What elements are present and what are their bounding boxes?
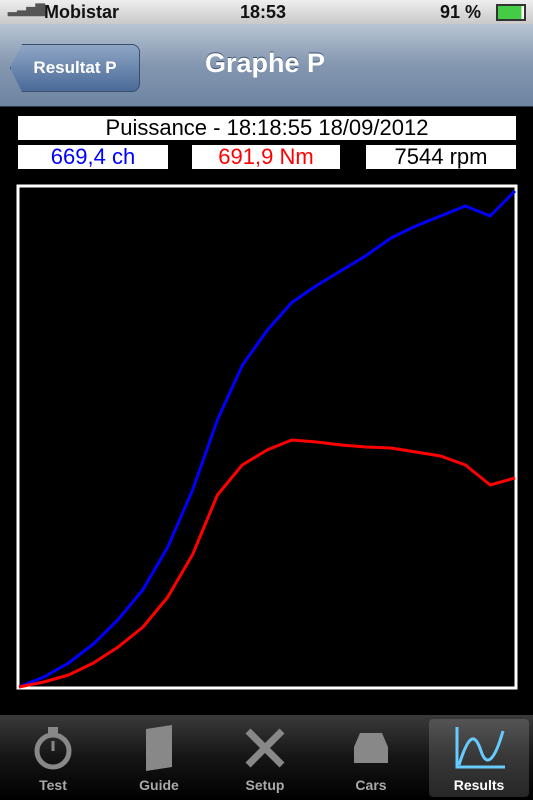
tab-setup[interactable]: Setup	[215, 719, 315, 797]
tab-guide[interactable]: Guide	[109, 719, 209, 797]
plot-frame	[16, 184, 518, 690]
navigation-bar: Resultat P Graphe P	[0, 24, 533, 107]
tab-cars[interactable]: Cars	[321, 719, 421, 797]
clock: 18:53	[240, 2, 287, 22]
data-line	[18, 438, 516, 689]
tab-bar: Test Guide Setup Cars Results	[0, 715, 533, 800]
nav-title: Graphe P	[204, 48, 326, 78]
rpm-readout: 7544 rpm	[366, 145, 516, 169]
power-readout: 669,4 ch	[18, 145, 168, 169]
torque-readout: 691,9 Nm	[192, 145, 340, 169]
tab-label: Guide	[139, 777, 179, 793]
tab-test[interactable]: Test	[3, 719, 103, 797]
tab-icon	[245, 728, 285, 768]
tab-icon	[34, 727, 72, 770]
signal-icon: ▂▃▅▇	[8, 2, 45, 16]
back-button[interactable]: Resultat P	[10, 44, 140, 92]
tab-results[interactable]: Results	[429, 719, 529, 797]
chart	[16, 184, 518, 690]
tab-icon	[146, 725, 172, 771]
data-line	[18, 189, 517, 689]
tab-label: Setup	[245, 777, 285, 793]
carrier: Mobistar	[44, 2, 120, 22]
tab-icon	[354, 733, 388, 763]
status-bar: ▂▃▅▇ Mobistar 18:53 91 %	[0, 0, 533, 24]
tab-label: Cars	[355, 777, 387, 793]
battery-level: 91 %	[440, 2, 482, 22]
tab-icon	[455, 727, 505, 769]
battery-icon	[496, 4, 526, 21]
chart-title: Puissance - 18:18:55 18/09/2012	[18, 116, 516, 140]
tab-label: Test	[39, 777, 67, 793]
tab-label: Results	[453, 777, 505, 793]
